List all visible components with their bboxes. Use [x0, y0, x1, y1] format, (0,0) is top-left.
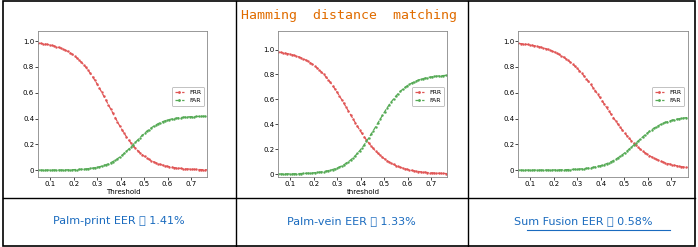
Text: Sum Fusion EER ： 0.58%: Sum Fusion EER ： 0.58% [514, 216, 652, 226]
Text: Palm-vein EER ： 1.33%: Palm-vein EER ： 1.33% [287, 216, 415, 226]
Text: Palm-print EER ： 1.41%: Palm-print EER ： 1.41% [53, 216, 184, 226]
Legend: FRR, FAR: FRR, FAR [172, 87, 205, 106]
Legend: FRR, FAR: FRR, FAR [412, 87, 445, 106]
Text: Hamming  distance  matching: Hamming distance matching [241, 9, 457, 22]
X-axis label: threshold: threshold [346, 189, 380, 195]
Legend: FRR, FAR: FRR, FAR [652, 87, 685, 106]
X-axis label: Threshold: Threshold [105, 189, 140, 195]
